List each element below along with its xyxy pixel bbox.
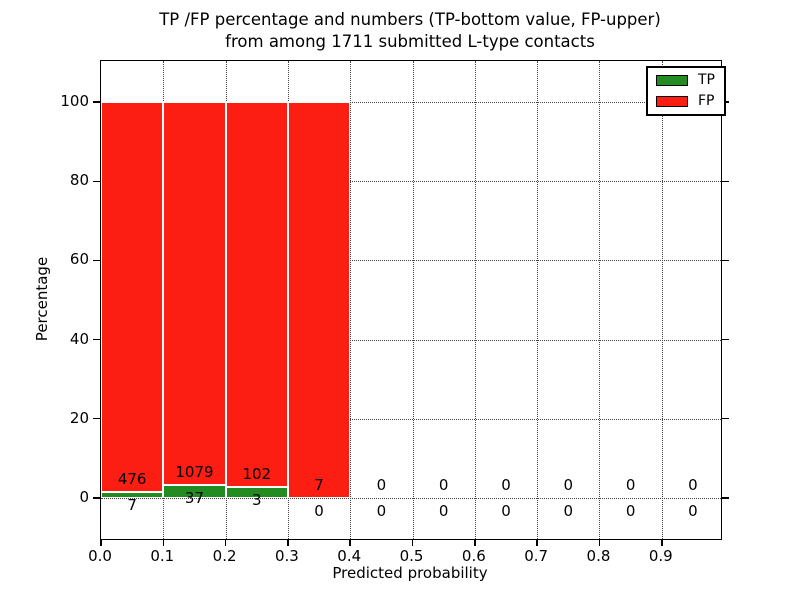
legend: TP FP bbox=[646, 66, 726, 116]
fp-count-label: 0 bbox=[563, 475, 574, 494]
y-tick-label: 40 bbox=[69, 329, 89, 348]
plot-area: 476 7 1079 37 102 3 7 0 0 0 0 0 0 0 0 0 0 0 0 0 bbox=[93, 60, 729, 546]
tp-color-swatch bbox=[656, 75, 688, 86]
legend-item-tp: TP bbox=[656, 72, 715, 88]
chart-title-line2: from among 1711 submitted L-type contact… bbox=[225, 32, 595, 51]
fp-count-label: 102 bbox=[242, 464, 272, 483]
fp-bar bbox=[163, 102, 226, 485]
y-gridline bbox=[101, 497, 721, 499]
x-tick-label: 0.9 bbox=[648, 547, 673, 565]
tp-count-label: 0 bbox=[314, 501, 324, 520]
tp-count-label: 0 bbox=[625, 501, 636, 520]
fp-bar bbox=[225, 102, 288, 487]
y-tick-mark-right bbox=[722, 417, 729, 420]
chart-title-line1: TP /FP percentage and numbers (TP-bottom… bbox=[159, 10, 661, 29]
fp-count-label: 0 bbox=[625, 475, 636, 494]
x-tick-label: 0.6 bbox=[461, 547, 486, 565]
tp-count-label: 0 bbox=[501, 501, 511, 520]
tp-count-label: 37 bbox=[184, 488, 204, 507]
x-tick-label: 0.8 bbox=[586, 547, 611, 565]
x-gridline bbox=[537, 61, 539, 539]
x-tick-mark bbox=[224, 539, 227, 546]
y-gridline bbox=[101, 102, 721, 104]
tp-count-label: 0 bbox=[376, 501, 387, 520]
y-gridline bbox=[101, 418, 721, 420]
tp-bar bbox=[101, 492, 164, 498]
y-tick-mark bbox=[93, 101, 100, 103]
fp-count-label: 0 bbox=[688, 475, 698, 494]
x-tick-mark bbox=[474, 539, 476, 546]
y-tick-label: 20 bbox=[69, 408, 89, 427]
tp-count-label: 0 bbox=[438, 501, 449, 520]
tp-count-label: 0 bbox=[563, 501, 574, 520]
x-tick-label: 0.5 bbox=[399, 547, 424, 565]
x-tick-mark bbox=[598, 539, 601, 546]
fp-count-label: 1079 bbox=[175, 462, 214, 481]
y-tick-mark-right bbox=[722, 338, 729, 341]
x-tick-label: 0.1 bbox=[150, 547, 175, 565]
legend-item-fp: FP bbox=[656, 93, 715, 109]
fp-count-label: 476 bbox=[117, 470, 147, 489]
chart-title: TP /FP percentage and numbers (TP-bottom… bbox=[90, 9, 730, 53]
fp-color-swatch bbox=[656, 96, 688, 107]
x-tick-label: 0.3 bbox=[274, 547, 299, 565]
x-axis-label: Predicted probability bbox=[332, 564, 488, 582]
x-tick-label: 0.0 bbox=[88, 547, 112, 565]
y-tick-mark bbox=[93, 417, 100, 420]
x-tick-mark bbox=[287, 539, 289, 546]
fp-bar bbox=[101, 102, 164, 493]
x-tick-mark bbox=[162, 539, 165, 546]
x-gridline bbox=[350, 61, 352, 539]
y-tick-mark bbox=[93, 497, 100, 499]
x-tick-label: 0.2 bbox=[212, 547, 237, 565]
x-tick-mark bbox=[100, 539, 102, 546]
tp-count-label: 0 bbox=[688, 501, 698, 520]
y-tick-label: 60 bbox=[69, 250, 89, 269]
x-tick-label: 0.7 bbox=[524, 547, 549, 565]
y-tick-mark-right bbox=[722, 259, 729, 262]
legend-label-tp: TP bbox=[698, 72, 715, 88]
x-tick-label: 0.4 bbox=[337, 547, 362, 565]
y-gridline bbox=[101, 181, 721, 183]
y-tick-mark bbox=[93, 338, 100, 341]
fp-count-label: 7 bbox=[314, 475, 324, 494]
y-gridline bbox=[101, 339, 721, 341]
tp-count-label: 7 bbox=[127, 496, 137, 515]
y-tick-mark-right bbox=[722, 180, 729, 183]
y-tick-label: 80 bbox=[69, 171, 89, 190]
x-tick-mark bbox=[536, 539, 538, 546]
y-gridline bbox=[101, 260, 721, 262]
tp-count-label: 3 bbox=[251, 490, 262, 509]
x-gridline bbox=[412, 61, 414, 539]
fp-count-label: 0 bbox=[376, 475, 387, 494]
y-tick-mark bbox=[93, 180, 100, 183]
x-gridline bbox=[599, 61, 601, 539]
tp-bar bbox=[163, 484, 226, 498]
legend-label-fp: FP bbox=[698, 93, 715, 109]
y-tick-mark-right bbox=[722, 497, 729, 499]
y-tick-label: 0 bbox=[79, 487, 89, 506]
y-axis-label: Percentage bbox=[33, 256, 51, 342]
tp-bar bbox=[225, 486, 288, 498]
x-tick-mark bbox=[349, 539, 351, 546]
x-tick-mark bbox=[661, 539, 663, 546]
y-tick-label: 100 bbox=[60, 92, 89, 111]
x-gridline bbox=[661, 61, 663, 539]
fp-count-label: 0 bbox=[438, 475, 449, 494]
fp-bar bbox=[287, 102, 351, 498]
x-gridline bbox=[474, 61, 476, 539]
fp-count-label: 0 bbox=[501, 475, 511, 494]
x-tick-mark bbox=[411, 539, 414, 546]
y-tick-mark bbox=[93, 259, 100, 262]
